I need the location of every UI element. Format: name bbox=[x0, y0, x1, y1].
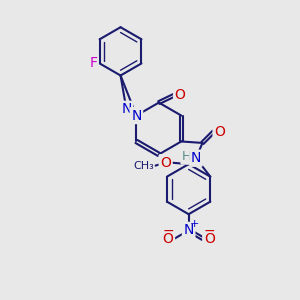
Text: N: N bbox=[183, 224, 194, 237]
Text: O: O bbox=[214, 125, 225, 139]
Text: CH₃: CH₃ bbox=[133, 160, 154, 171]
Text: +: + bbox=[190, 220, 199, 230]
Text: N: N bbox=[131, 109, 142, 122]
Text: −: − bbox=[162, 224, 174, 237]
Text: O: O bbox=[204, 232, 215, 246]
Text: F: F bbox=[89, 56, 97, 70]
Text: H: H bbox=[182, 150, 191, 163]
Text: N: N bbox=[121, 102, 132, 116]
Text: O: O bbox=[175, 88, 185, 102]
Text: O: O bbox=[160, 156, 171, 170]
Text: −: − bbox=[203, 224, 215, 237]
Text: O: O bbox=[163, 232, 173, 246]
Text: N: N bbox=[191, 151, 201, 165]
